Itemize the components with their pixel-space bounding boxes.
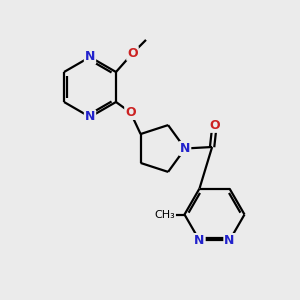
Text: N: N	[180, 142, 190, 155]
Text: O: O	[125, 106, 136, 119]
Text: CH₃: CH₃	[154, 209, 176, 220]
Text: N: N	[85, 50, 95, 64]
Text: O: O	[127, 47, 138, 60]
Text: O: O	[209, 119, 220, 132]
Text: N: N	[224, 234, 235, 247]
Text: N: N	[85, 110, 95, 124]
Text: N: N	[194, 234, 205, 247]
